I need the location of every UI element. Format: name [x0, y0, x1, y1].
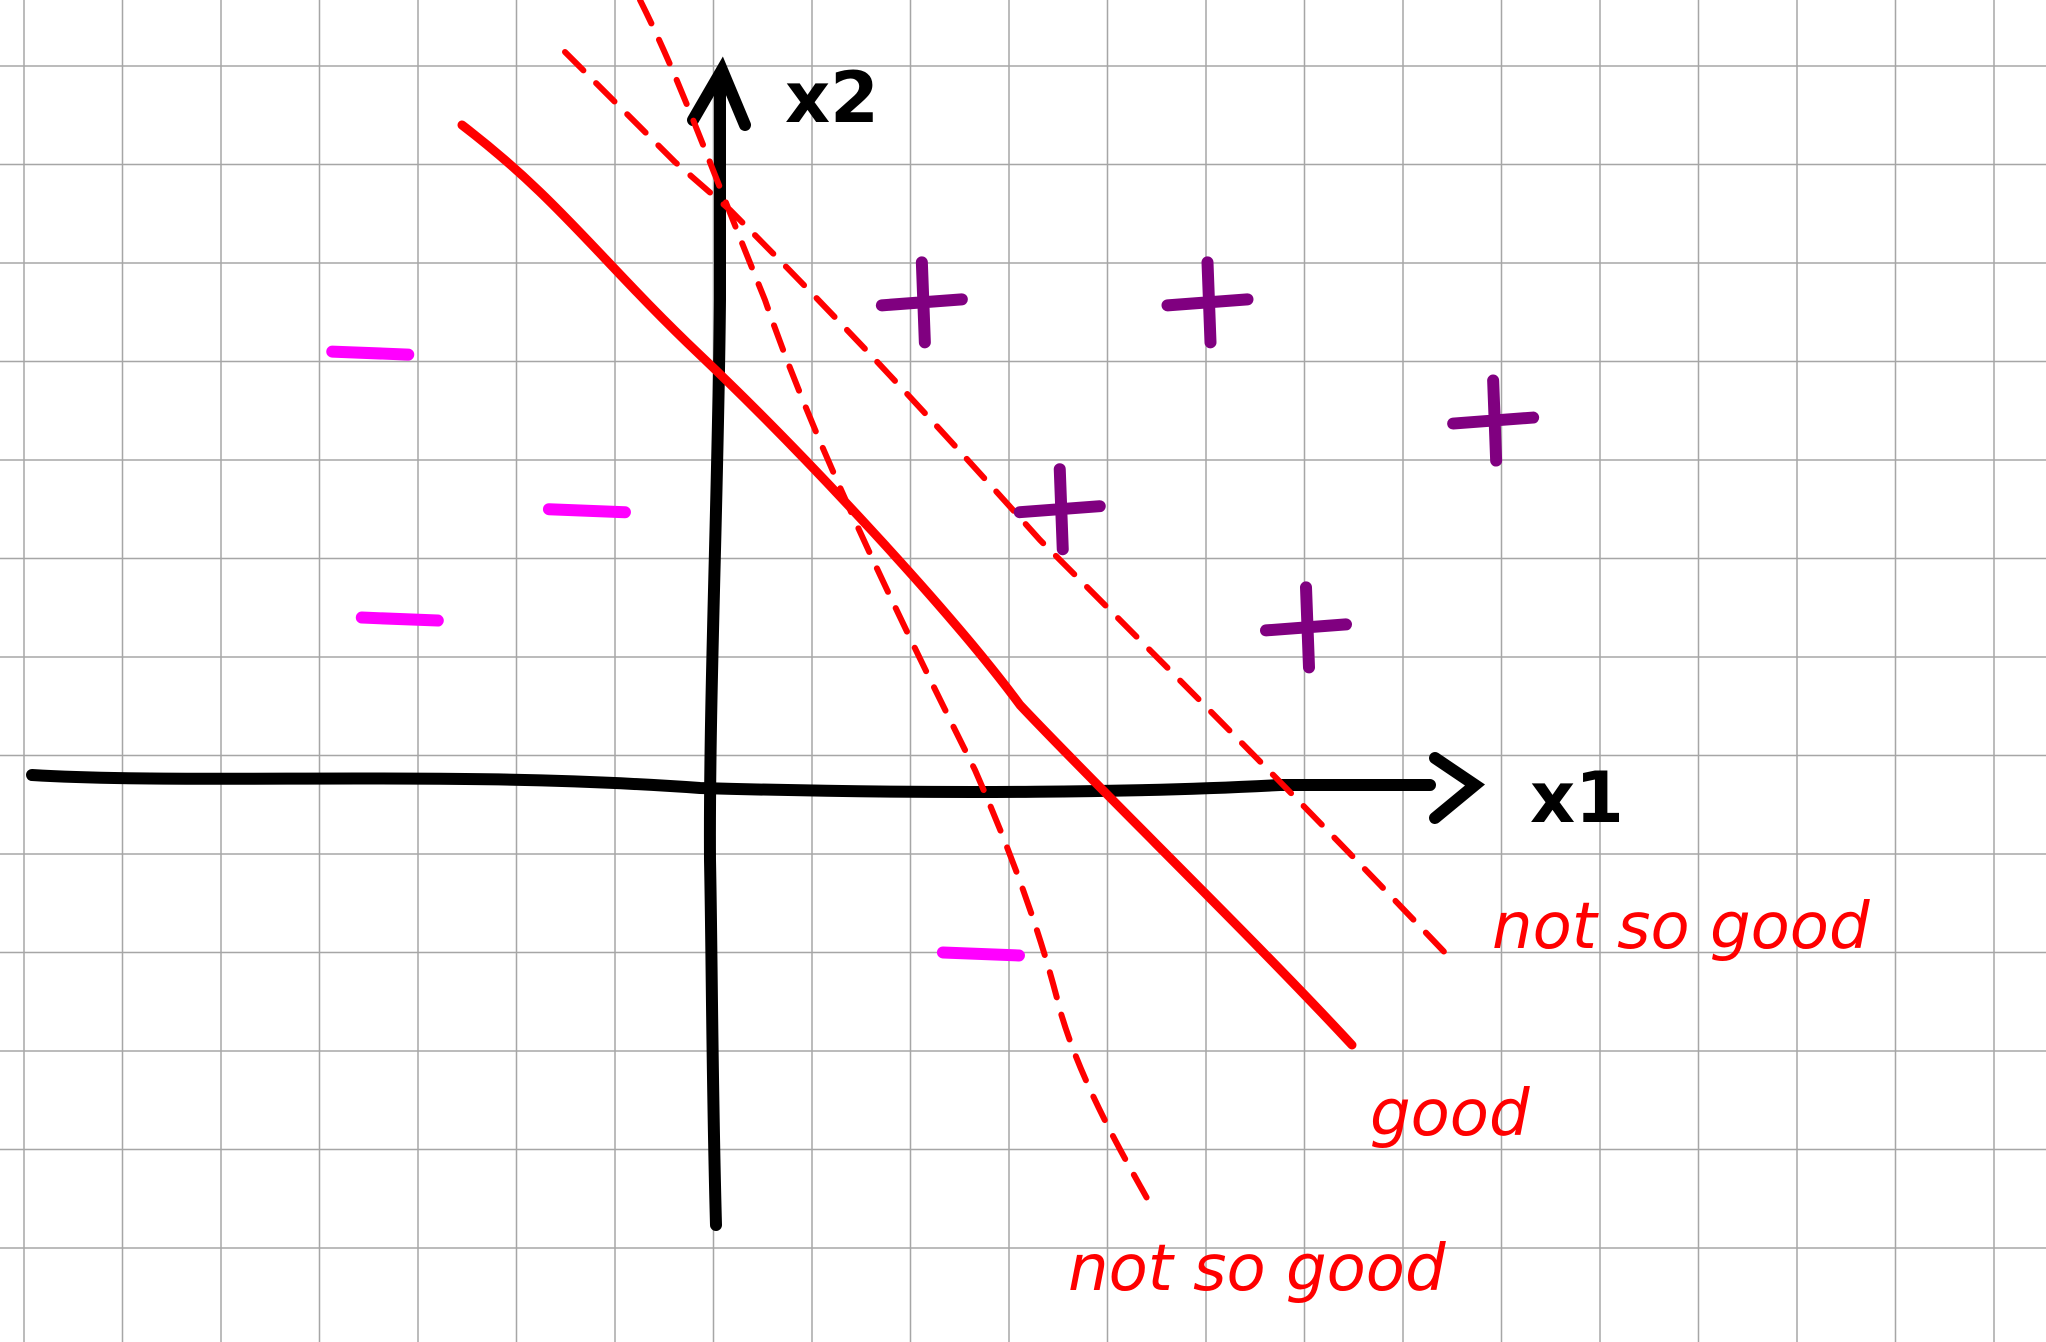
positive-class-point	[875, 256, 968, 349]
negative-class-point	[542, 503, 631, 519]
class-points	[326, 256, 1540, 962]
not-so-good-lower-label: not so good	[1068, 1232, 1446, 1306]
x1-axis-line	[26, 769, 1436, 798]
x2-axis-line	[703, 74, 726, 1231]
positive-class-point	[1260, 581, 1352, 674]
x1-axis-arrowhead	[1429, 752, 1486, 824]
good-separating-line	[457, 120, 1357, 1050]
positive-class-point	[1013, 463, 1106, 556]
negative-class-point	[326, 345, 415, 361]
negative-class-point	[355, 611, 444, 627]
positive-class-point	[1161, 256, 1254, 349]
positive-class-point	[1447, 374, 1540, 467]
not-so-good-upper-label: not so good	[1492, 890, 1870, 964]
axes: x1 x2	[26, 56, 1624, 1231]
x1-axis-label: x1	[1530, 757, 1624, 839]
good-line-label: good	[1370, 1077, 1530, 1151]
not-so-good-upper-dashed-line	[562, 49, 1453, 961]
x2-axis-label: x2	[785, 57, 879, 139]
negative-class-point	[936, 946, 1025, 962]
not-so-good-lower-dashed-line	[637, 0, 1151, 1203]
x2-axis-arrowhead	[687, 56, 751, 131]
decision-lines: not so good good not so good	[457, 0, 1870, 1306]
